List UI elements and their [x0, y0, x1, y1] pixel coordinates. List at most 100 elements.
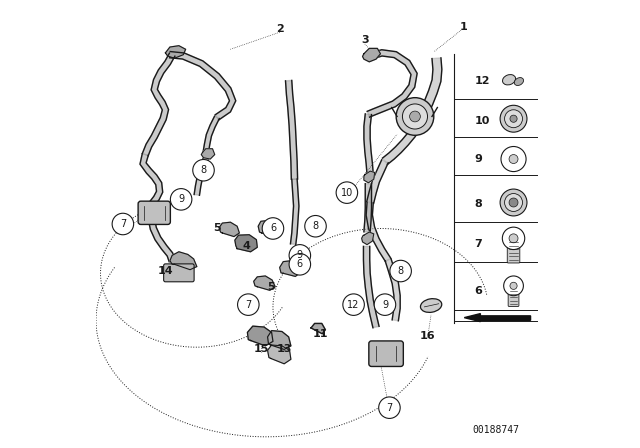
Circle shape [305, 215, 326, 237]
Polygon shape [385, 259, 400, 321]
Polygon shape [383, 123, 421, 164]
Polygon shape [253, 276, 275, 290]
Text: 10: 10 [475, 116, 490, 126]
Polygon shape [362, 48, 380, 62]
Text: 7: 7 [475, 239, 483, 249]
Circle shape [510, 115, 517, 122]
Circle shape [336, 182, 358, 203]
Polygon shape [280, 261, 301, 276]
Text: 3: 3 [361, 35, 369, 45]
Text: 1: 1 [460, 22, 467, 32]
Polygon shape [149, 221, 175, 262]
Text: 8: 8 [475, 199, 483, 209]
Circle shape [510, 282, 517, 289]
Circle shape [170, 189, 192, 210]
Text: 8: 8 [397, 266, 404, 276]
FancyBboxPatch shape [138, 201, 170, 224]
Polygon shape [364, 114, 373, 175]
Polygon shape [366, 202, 391, 262]
Polygon shape [140, 154, 163, 206]
Text: 5: 5 [213, 224, 221, 233]
Text: 6: 6 [297, 259, 303, 269]
Circle shape [193, 159, 214, 181]
Polygon shape [311, 323, 325, 334]
Polygon shape [285, 81, 298, 179]
Circle shape [502, 227, 525, 250]
Text: 13: 13 [276, 345, 292, 354]
Text: 4: 4 [242, 241, 250, 251]
Circle shape [112, 213, 134, 235]
Text: 9: 9 [382, 300, 388, 310]
FancyBboxPatch shape [164, 264, 194, 282]
Circle shape [289, 245, 310, 266]
Polygon shape [367, 50, 417, 117]
Circle shape [501, 146, 526, 172]
Text: 9: 9 [297, 250, 303, 260]
Text: 8: 8 [312, 221, 319, 231]
Circle shape [500, 105, 527, 132]
Polygon shape [235, 235, 257, 252]
Polygon shape [170, 252, 197, 270]
Ellipse shape [515, 78, 524, 86]
Text: 16: 16 [420, 331, 435, 341]
Text: 9: 9 [475, 154, 483, 164]
Polygon shape [367, 160, 388, 203]
Ellipse shape [420, 299, 442, 312]
Circle shape [410, 111, 420, 122]
Polygon shape [268, 331, 291, 349]
Circle shape [509, 155, 518, 164]
Text: 7: 7 [120, 219, 126, 229]
Text: 10: 10 [340, 188, 353, 198]
Polygon shape [142, 53, 175, 156]
Polygon shape [364, 171, 374, 183]
Text: 5: 5 [267, 282, 275, 292]
Polygon shape [202, 149, 215, 159]
Circle shape [504, 110, 522, 128]
Text: 15: 15 [254, 345, 269, 354]
Polygon shape [464, 314, 531, 322]
Polygon shape [220, 222, 239, 237]
Circle shape [509, 234, 518, 243]
Circle shape [374, 294, 396, 315]
Polygon shape [258, 220, 279, 236]
Polygon shape [268, 345, 291, 364]
Circle shape [500, 189, 527, 216]
Text: 14: 14 [157, 266, 173, 276]
Text: 12: 12 [348, 300, 360, 310]
Circle shape [504, 276, 524, 296]
Text: 6: 6 [475, 286, 483, 296]
FancyBboxPatch shape [369, 341, 403, 366]
Circle shape [262, 218, 284, 239]
Text: 7: 7 [387, 403, 392, 413]
Polygon shape [362, 232, 374, 245]
Polygon shape [170, 52, 236, 120]
Circle shape [509, 198, 518, 207]
Circle shape [390, 260, 412, 282]
Text: 00188747: 00188747 [472, 425, 520, 435]
Ellipse shape [502, 74, 516, 85]
Circle shape [379, 397, 400, 418]
Polygon shape [248, 326, 273, 346]
Text: 9: 9 [178, 194, 184, 204]
Text: 2: 2 [276, 24, 284, 34]
Circle shape [504, 194, 522, 211]
Polygon shape [203, 116, 220, 153]
Polygon shape [291, 179, 299, 245]
Text: 6: 6 [270, 224, 276, 233]
Polygon shape [364, 184, 371, 233]
Polygon shape [165, 46, 186, 58]
Text: 8: 8 [200, 165, 207, 175]
Text: 12: 12 [475, 76, 490, 86]
Circle shape [289, 254, 310, 275]
Circle shape [237, 294, 259, 315]
Polygon shape [364, 246, 379, 328]
Circle shape [396, 98, 434, 135]
FancyBboxPatch shape [508, 239, 520, 263]
Circle shape [343, 294, 364, 315]
Polygon shape [194, 158, 208, 195]
Circle shape [403, 104, 428, 129]
Text: 7: 7 [245, 300, 252, 310]
Text: 11: 11 [312, 329, 328, 339]
Polygon shape [413, 58, 442, 127]
FancyBboxPatch shape [508, 288, 519, 306]
